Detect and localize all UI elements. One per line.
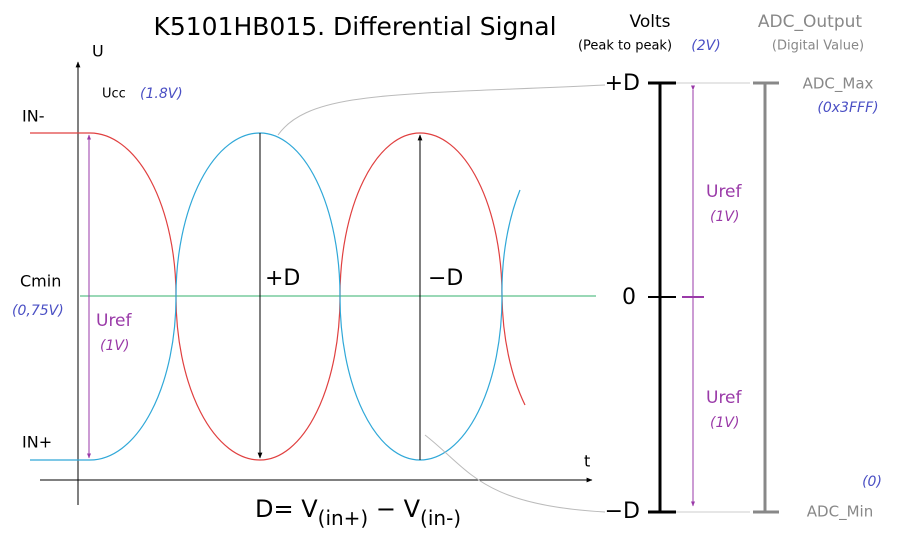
left-plot: U t Ucc (1.8V) IN- Cmin (0,75V) Uref (1V… bbox=[12, 42, 606, 530]
scale-label: +D bbox=[605, 71, 640, 96]
adc-scale: ADC_Output (Digital Value) ADC_Max (0x3F… bbox=[753, 12, 882, 522]
adc-title: ADC_Output bbox=[758, 12, 862, 32]
uref-label: Uref bbox=[96, 311, 133, 331]
uref-value: (1V) bbox=[710, 415, 739, 431]
connector bbox=[277, 84, 606, 136]
formula-part: − V bbox=[368, 495, 420, 523]
in-minus-label: IN- bbox=[22, 107, 44, 126]
plus-d-label: +D bbox=[265, 266, 300, 291]
scale-label: 0 bbox=[622, 285, 636, 310]
ucc-label: Ucc bbox=[102, 87, 126, 102]
connector bbox=[424, 434, 606, 513]
adc-max-value: (0x3FFF) bbox=[817, 100, 878, 116]
minus-d-label: −D bbox=[428, 266, 463, 291]
in-plus-curve bbox=[30, 132, 521, 461]
y-axis-label: U bbox=[92, 42, 104, 61]
adc-min-value: (0) bbox=[862, 474, 882, 490]
volts-title: Volts bbox=[630, 12, 671, 32]
scale-label: −D bbox=[605, 499, 640, 524]
volts-subtitle-value: (2V) bbox=[691, 38, 720, 54]
ucc-value: (1.8V) bbox=[140, 86, 183, 102]
title: K5101HB015. Differential Signal bbox=[153, 12, 556, 41]
uref-label: Uref bbox=[706, 388, 743, 408]
cmin-value: (0,75V) bbox=[12, 303, 64, 319]
cmin-label: Cmin bbox=[20, 272, 61, 291]
uref-label: Uref bbox=[706, 182, 743, 202]
adc-max: ADC_Max bbox=[803, 75, 874, 94]
volts-subtitle: (Peak to peak) bbox=[578, 39, 672, 54]
uref-value: (1V) bbox=[710, 209, 739, 225]
adc-min: ADC_Min bbox=[807, 503, 873, 522]
formula-part: (in-) bbox=[420, 506, 461, 530]
in-plus-label: IN+ bbox=[22, 433, 52, 452]
x-axis-label: t bbox=[584, 452, 590, 471]
formula-part: (in+) bbox=[318, 506, 369, 530]
uref-value: (1V) bbox=[100, 338, 129, 354]
formula: D= V(in+) − V(in-) bbox=[255, 495, 461, 530]
in-minus-curve bbox=[30, 132, 526, 461]
formula-part: D= V bbox=[255, 495, 318, 523]
adc-subtitle: (Digital Value) bbox=[772, 39, 864, 54]
volts-scale: Volts (Peak to peak) (2V) +D 0 −D Uref (… bbox=[578, 12, 750, 524]
